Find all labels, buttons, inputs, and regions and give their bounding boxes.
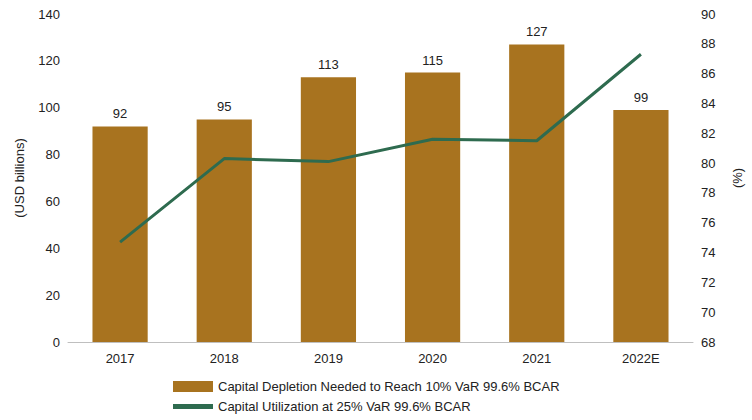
svg-text:2021: 2021 bbox=[522, 351, 551, 366]
svg-text:90: 90 bbox=[701, 7, 715, 22]
svg-text:Capital Utilization at 25% VaR: Capital Utilization at 25% VaR 99.6% BCA… bbox=[218, 399, 471, 414]
svg-text:2017: 2017 bbox=[106, 351, 135, 366]
svg-text:(USD billions): (USD billions) bbox=[12, 138, 27, 217]
svg-text:76: 76 bbox=[701, 215, 715, 230]
svg-text:99: 99 bbox=[634, 90, 648, 105]
svg-text:70: 70 bbox=[701, 305, 715, 320]
svg-text:120: 120 bbox=[38, 53, 60, 68]
svg-text:(%): (%) bbox=[730, 168, 745, 188]
svg-text:40: 40 bbox=[46, 241, 60, 256]
svg-text:60: 60 bbox=[46, 194, 60, 209]
svg-text:2018: 2018 bbox=[210, 351, 239, 366]
svg-text:88: 88 bbox=[701, 36, 715, 51]
svg-text:2020: 2020 bbox=[418, 351, 447, 366]
svg-text:113: 113 bbox=[318, 57, 339, 72]
svg-text:82: 82 bbox=[701, 126, 715, 141]
svg-text:80: 80 bbox=[701, 156, 715, 171]
svg-text:86: 86 bbox=[701, 66, 715, 81]
svg-text:127: 127 bbox=[526, 24, 548, 39]
svg-text:115: 115 bbox=[422, 53, 443, 68]
svg-text:74: 74 bbox=[701, 245, 715, 260]
svg-text:100: 100 bbox=[38, 100, 60, 115]
svg-text:80: 80 bbox=[46, 147, 60, 162]
svg-text:Capital Depletion Needed to Re: Capital Depletion Needed to Reach 10% Va… bbox=[218, 379, 560, 394]
svg-text:95: 95 bbox=[217, 99, 231, 114]
svg-text:2022E: 2022E bbox=[622, 351, 660, 366]
svg-text:68: 68 bbox=[701, 335, 715, 350]
svg-text:92: 92 bbox=[113, 106, 127, 121]
svg-text:20: 20 bbox=[46, 288, 60, 303]
svg-text:2019: 2019 bbox=[314, 351, 343, 366]
svg-text:72: 72 bbox=[701, 275, 715, 290]
svg-text:0: 0 bbox=[53, 335, 60, 350]
svg-text:84: 84 bbox=[701, 96, 715, 111]
svg-text:78: 78 bbox=[701, 185, 715, 200]
svg-text:140: 140 bbox=[38, 7, 60, 22]
